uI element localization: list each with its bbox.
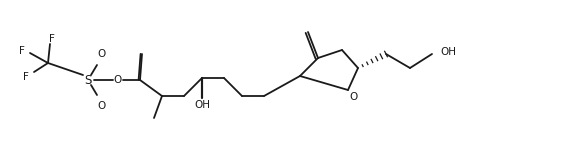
Text: S: S bbox=[84, 74, 91, 86]
Text: F: F bbox=[49, 34, 55, 44]
Text: O: O bbox=[97, 49, 105, 59]
Text: F: F bbox=[19, 46, 25, 56]
Text: OH: OH bbox=[440, 47, 456, 57]
Text: OH: OH bbox=[194, 100, 210, 110]
Text: O: O bbox=[97, 101, 105, 111]
Text: F: F bbox=[23, 72, 29, 82]
Text: O: O bbox=[114, 75, 122, 85]
Text: O: O bbox=[350, 92, 358, 102]
